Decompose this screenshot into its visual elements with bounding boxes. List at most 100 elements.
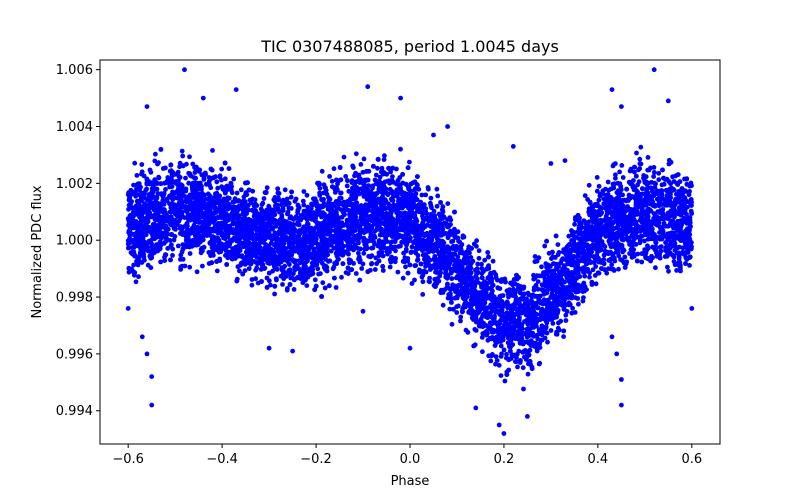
data-point — [500, 337, 506, 343]
data-point — [175, 243, 181, 249]
data-point — [180, 246, 186, 252]
data-point — [250, 196, 256, 202]
data-point — [616, 266, 621, 272]
data-point — [264, 185, 270, 191]
data-point — [569, 310, 575, 316]
data-point — [479, 335, 485, 340]
data-point — [409, 281, 415, 286]
data-point — [222, 176, 228, 182]
data-point — [672, 248, 678, 253]
data-point — [363, 225, 369, 231]
data-point — [488, 336, 494, 342]
data-point — [338, 190, 344, 196]
data-point — [475, 261, 481, 267]
data-point — [441, 231, 446, 237]
data-point — [394, 166, 399, 172]
data-point — [549, 256, 554, 261]
data-point — [183, 175, 188, 181]
data-point — [387, 264, 393, 270]
data-point — [498, 354, 504, 359]
data-point — [537, 360, 543, 366]
data-point — [613, 175, 618, 181]
data-point — [214, 268, 220, 274]
data-point — [482, 257, 488, 263]
data-point — [287, 223, 293, 229]
data-point — [353, 271, 359, 276]
data-point — [318, 271, 323, 276]
data-point — [301, 189, 307, 194]
data-point — [676, 255, 682, 261]
data-point — [291, 271, 296, 276]
data-point — [253, 276, 258, 282]
data-point — [183, 204, 189, 210]
data-point — [480, 349, 485, 355]
data-point — [341, 243, 346, 249]
data-point — [152, 158, 158, 164]
data-point — [288, 206, 294, 211]
data-point — [280, 208, 286, 214]
data-point — [380, 268, 386, 273]
data-point — [187, 172, 193, 178]
data-point — [246, 266, 252, 271]
data-point — [617, 169, 622, 175]
data-point — [156, 160, 161, 166]
data-point — [639, 259, 645, 265]
data-point — [361, 156, 367, 162]
data-point — [666, 157, 672, 163]
data-point — [590, 267, 596, 273]
data-point — [615, 196, 620, 202]
data-point — [143, 232, 149, 238]
data-point — [668, 181, 673, 187]
data-point — [550, 321, 556, 326]
data-point — [180, 256, 186, 262]
data-point — [139, 162, 145, 167]
data-point — [270, 226, 275, 232]
data-point — [539, 264, 544, 270]
data-point — [493, 361, 498, 367]
data-point — [668, 239, 674, 245]
data-point — [177, 164, 183, 170]
data-point — [534, 323, 539, 329]
data-point — [651, 211, 657, 217]
data-point — [200, 233, 206, 239]
data-point — [382, 153, 387, 159]
data-point — [496, 362, 502, 368]
data-point — [651, 170, 657, 175]
data-point — [520, 294, 526, 300]
data-point — [319, 260, 325, 266]
data-point — [556, 320, 561, 326]
data-point — [682, 176, 687, 182]
data-point — [493, 354, 499, 360]
data-point — [177, 160, 183, 166]
data-point — [330, 266, 336, 272]
data-point — [282, 187, 288, 193]
data-point — [642, 238, 647, 244]
data-point — [299, 274, 305, 280]
data-point — [287, 267, 293, 273]
data-point — [214, 190, 220, 196]
data-point — [686, 192, 692, 198]
data-point — [403, 264, 408, 270]
data-point — [323, 237, 329, 243]
data-point — [194, 180, 200, 186]
data-point — [320, 226, 326, 232]
data-point — [570, 305, 575, 311]
data-point — [674, 268, 679, 273]
data-point — [286, 271, 292, 277]
data-point — [170, 197, 176, 202]
data-point — [372, 177, 378, 183]
data-point — [575, 282, 581, 288]
data-point — [315, 266, 321, 272]
data-point — [301, 202, 307, 208]
data-point — [388, 203, 394, 209]
data-point — [665, 264, 670, 270]
data-point — [561, 334, 566, 339]
data-point — [344, 183, 350, 189]
data-point — [360, 169, 366, 175]
data-point — [651, 165, 657, 170]
data-point — [440, 209, 446, 215]
data-point — [167, 209, 173, 215]
data-point — [587, 274, 592, 280]
data-point — [244, 253, 250, 259]
data-point — [428, 195, 434, 201]
